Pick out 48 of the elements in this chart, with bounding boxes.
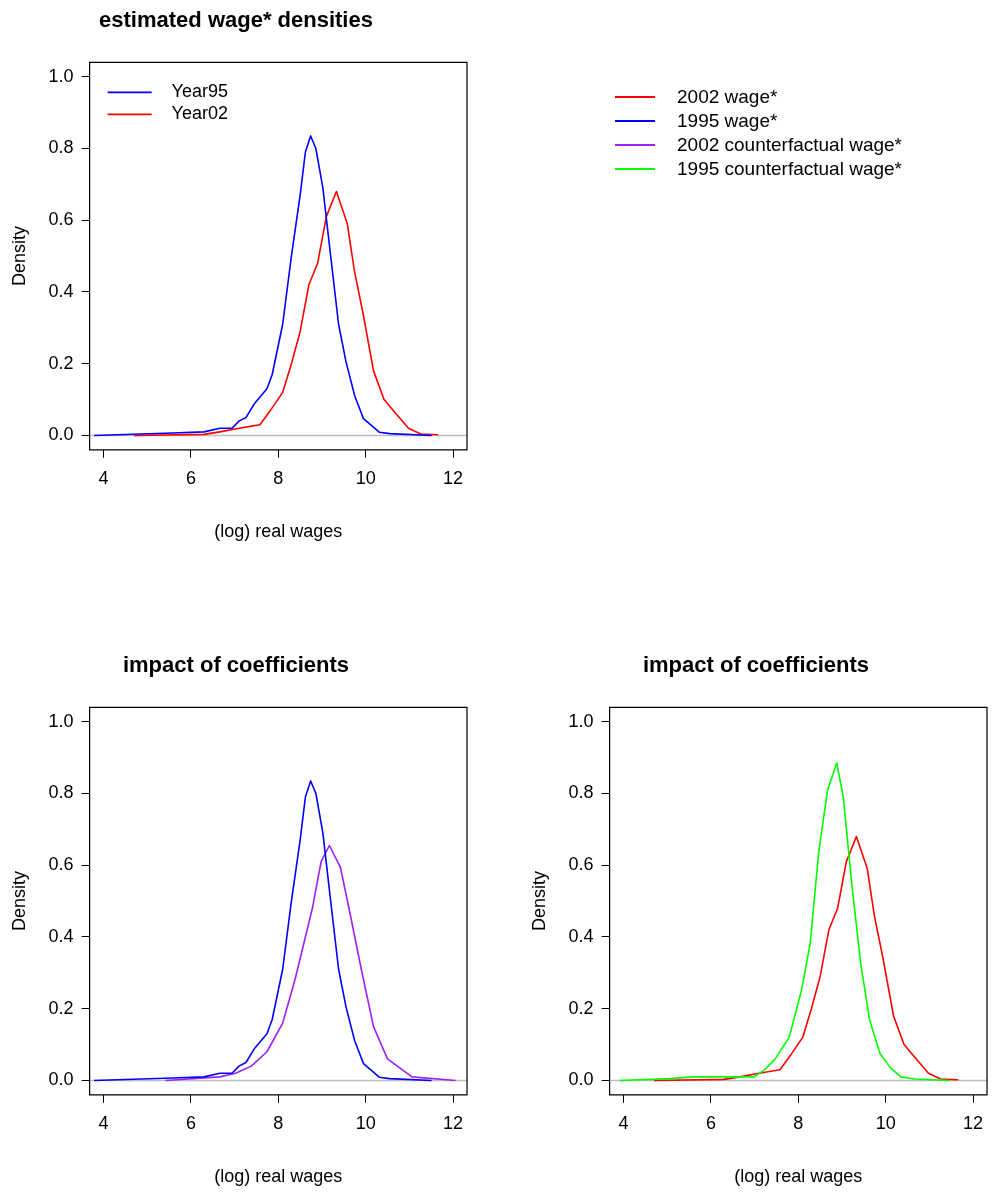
y-tick-label: 1.0	[48, 710, 74, 731]
y-tick-label: 0.0	[48, 1069, 74, 1090]
x-axis-title: (log) real wages	[214, 521, 343, 542]
x-tick-label: 12	[443, 1112, 464, 1133]
legend-label: 1995 wage*	[677, 110, 778, 132]
y-tick-label: 0.8	[48, 137, 74, 158]
x-tick-label: 8	[273, 1112, 284, 1133]
y-tick-label: 1.0	[48, 65, 74, 86]
y-axis-title: Density	[528, 871, 549, 932]
y-tick-label: 0.6	[48, 854, 74, 875]
y-tick-label: 0.4	[48, 925, 74, 946]
x-tick-label: 10	[355, 1112, 376, 1133]
y-tick-label: 0.4	[48, 280, 74, 301]
y-tick-label: 0.6	[48, 209, 74, 230]
legend-label: 1995 counterfactual wage*	[677, 158, 902, 180]
y-axis-title: Density	[8, 226, 29, 287]
y-tick-label: 0.0	[568, 1069, 594, 1090]
x-tick-label: 4	[98, 1112, 109, 1133]
x-axis-title: (log) real wages	[214, 1166, 343, 1187]
y-tick-label: 0.2	[48, 997, 74, 1018]
chart-title: impact of coefficients	[642, 652, 870, 678]
legend-label: 2002 wage*	[677, 86, 778, 108]
chart-title: impact of coefficients	[122, 652, 350, 678]
x-tick-label: 10	[875, 1112, 896, 1133]
x-tick-label: 10	[355, 467, 376, 488]
y-tick-label: 0.8	[48, 782, 74, 803]
y-tick-label: 0.6	[568, 854, 594, 875]
x-tick-label: 8	[793, 1112, 804, 1133]
y-tick-label: 1.0	[568, 710, 594, 731]
legend-label: 2002 counterfactual wage*	[677, 134, 902, 156]
y-axis-title: Density	[8, 871, 29, 932]
legend-label: Year95	[171, 81, 229, 102]
y-tick-label: 0.0	[48, 424, 74, 445]
x-tick-label: 8	[273, 467, 284, 488]
chart-title: estimated wage* densities	[99, 7, 373, 33]
x-tick-label: 12	[963, 1112, 984, 1133]
x-tick-label: 4	[618, 1112, 629, 1133]
x-tick-label: 6	[185, 467, 196, 488]
x-tick-label: 4	[98, 467, 109, 488]
x-tick-label: 12	[443, 467, 464, 488]
y-tick-label: 0.4	[568, 925, 594, 946]
y-tick-label: 0.2	[48, 352, 74, 373]
legend-label: Year02	[171, 103, 229, 124]
x-tick-label: 6	[705, 1112, 716, 1133]
x-axis-title: (log) real wages	[734, 1166, 863, 1187]
x-tick-label: 6	[185, 1112, 196, 1133]
y-tick-label: 0.8	[568, 782, 594, 803]
y-tick-label: 0.2	[568, 997, 594, 1018]
